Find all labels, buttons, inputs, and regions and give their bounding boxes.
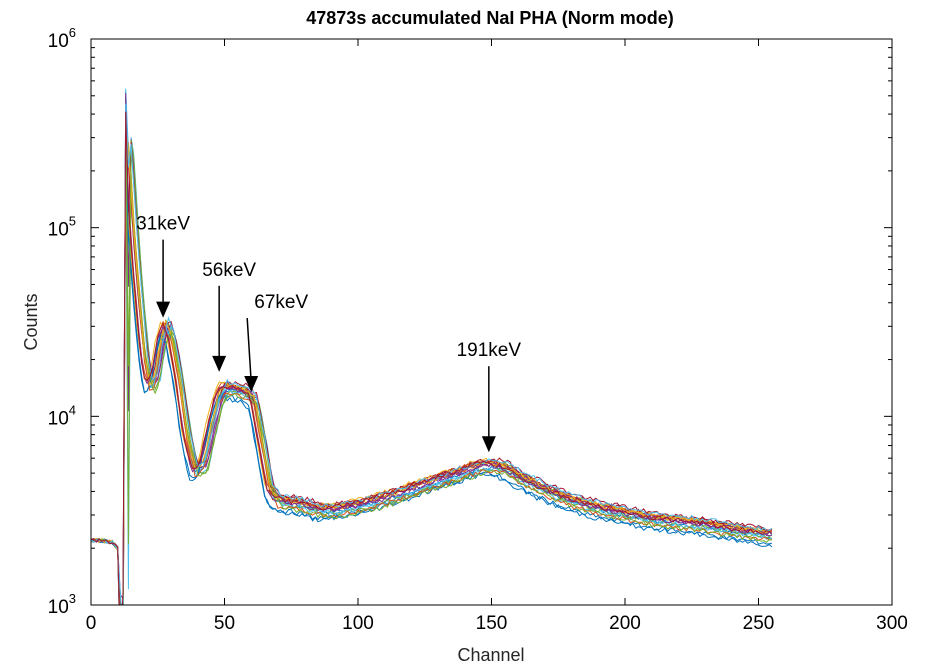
y-tick-label: 105 bbox=[48, 214, 76, 241]
x-tick-label: 300 bbox=[876, 613, 908, 634]
annotation-label: 191keV bbox=[457, 340, 522, 361]
y-tick-exponent: 5 bbox=[69, 214, 76, 229]
spectrum-line bbox=[91, 139, 773, 605]
spectrum-line bbox=[91, 111, 773, 605]
spectrum-line bbox=[91, 93, 773, 605]
spectrum-line bbox=[91, 99, 773, 605]
y-tick-base: 10 bbox=[48, 597, 69, 618]
spectrum-line bbox=[91, 141, 773, 605]
y-tick-base: 10 bbox=[48, 408, 69, 429]
annotation-arrow-head bbox=[244, 376, 259, 393]
spectrum-line bbox=[91, 103, 773, 605]
spectrum-line bbox=[91, 148, 773, 605]
spectrum-line bbox=[91, 137, 773, 605]
x-tick-label: 250 bbox=[743, 613, 775, 634]
x-axis: 0 50 100 150 200 250 300 bbox=[86, 39, 908, 634]
annotation-label: 31keV bbox=[136, 214, 190, 235]
spectrum-line bbox=[91, 97, 773, 605]
plot-frame bbox=[90, 38, 893, 606]
x-tick-label: 150 bbox=[476, 613, 508, 634]
y-tick-exponent: 6 bbox=[69, 25, 76, 40]
y-axis-label: Counts bbox=[21, 293, 41, 350]
series-group bbox=[91, 88, 773, 605]
y-tick-base: 10 bbox=[48, 220, 69, 241]
plot-area bbox=[91, 88, 773, 605]
spectrum-line bbox=[91, 132, 773, 605]
annotation-label: 67keV bbox=[254, 292, 308, 313]
spectrum-line bbox=[91, 88, 773, 605]
annotations: 31keV 56keV 67keV 191keV bbox=[136, 214, 521, 453]
y-tick-exponent: 3 bbox=[69, 591, 76, 606]
chart-title: 47873s accumulated NaI PHA (Norm mode) bbox=[306, 8, 673, 28]
spectrum-line bbox=[91, 114, 773, 605]
spectrum-line bbox=[91, 153, 772, 605]
y-tick-exponent: 4 bbox=[69, 402, 76, 417]
x-tick-label: 200 bbox=[609, 613, 641, 634]
annotation-arrow-shaft bbox=[246, 318, 252, 383]
spectrum-line bbox=[91, 143, 773, 605]
spectrum-line bbox=[91, 115, 772, 605]
annotation-arrow-head bbox=[481, 436, 496, 453]
y-tick-label: 104 bbox=[48, 402, 76, 429]
spectrum-line bbox=[91, 91, 773, 605]
x-tick-label: 100 bbox=[342, 613, 374, 634]
y-tick-label: 103 bbox=[48, 591, 76, 618]
x-tick-label: 0 bbox=[86, 613, 97, 634]
y-tick-base: 10 bbox=[48, 31, 69, 52]
x-tick-label: 50 bbox=[214, 613, 235, 634]
annotation-arrow-head bbox=[212, 355, 227, 372]
y-tick-label: 106 bbox=[48, 25, 76, 52]
x-axis-label: Channel bbox=[457, 645, 524, 665]
annotation-label: 56keV bbox=[202, 260, 256, 281]
spectrum-line bbox=[91, 132, 773, 605]
spectrum-line bbox=[91, 122, 773, 605]
annotation-arrow-head bbox=[156, 301, 171, 318]
spectrum-line bbox=[91, 108, 773, 605]
spectrum-line bbox=[91, 113, 772, 605]
